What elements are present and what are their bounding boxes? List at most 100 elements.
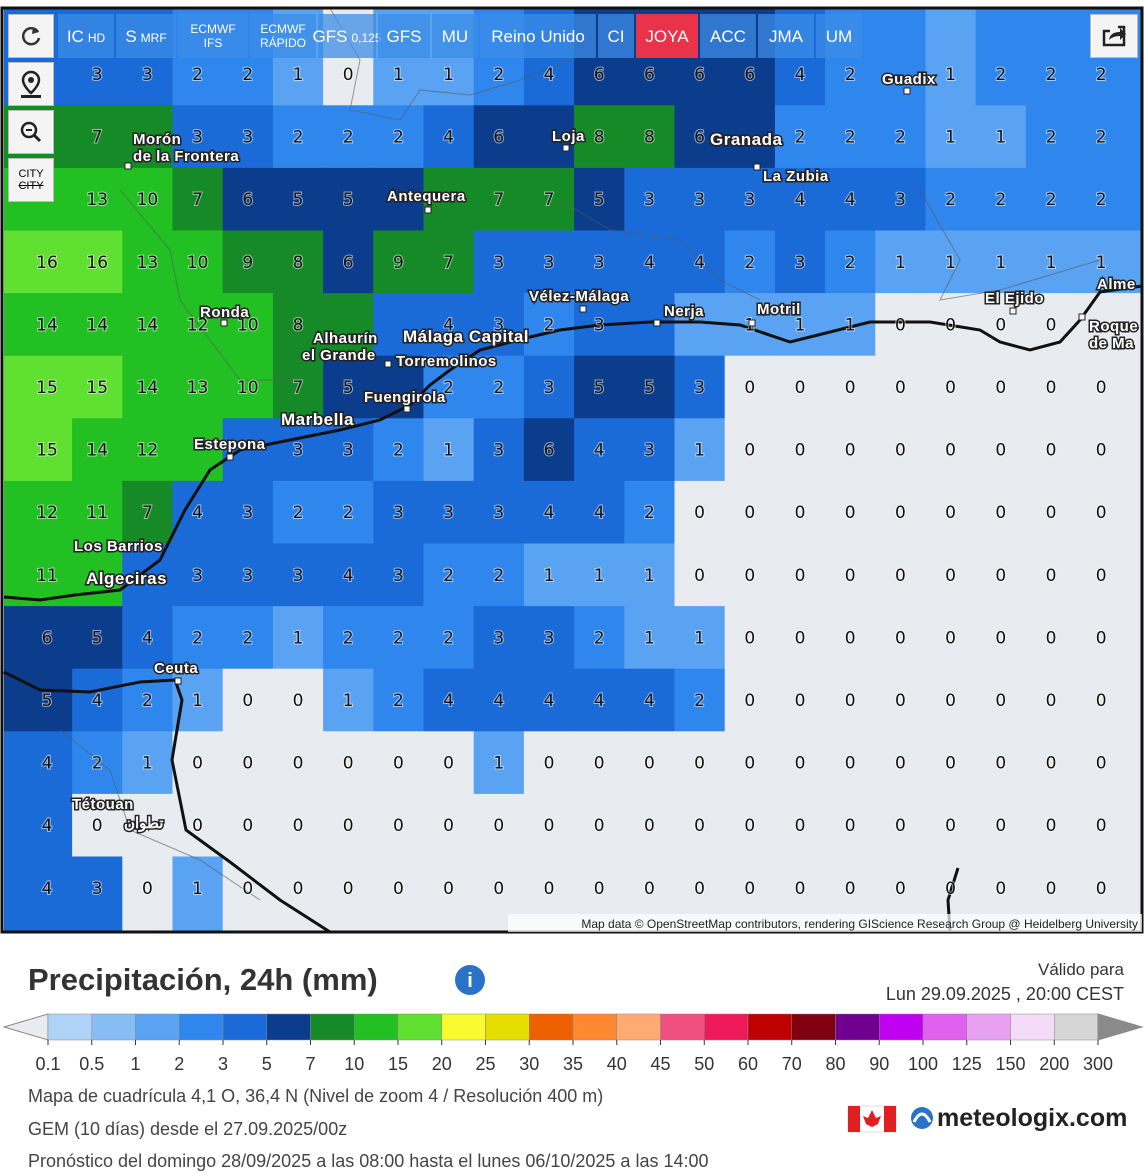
map-cell <box>875 480 926 544</box>
model-button[interactable]: MU <box>432 14 478 58</box>
grid-value: 11 <box>86 503 108 523</box>
map-cell <box>724 355 776 419</box>
grid-value: 12 <box>187 315 209 335</box>
map-cell <box>423 668 475 732</box>
border-line <box>919 189 1101 301</box>
map-cell <box>72 856 123 933</box>
share-button[interactable] <box>1090 14 1138 58</box>
map-cell <box>574 355 625 419</box>
map-cell <box>72 355 123 419</box>
grid-value: 2 <box>1096 65 1107 85</box>
map-cell <box>925 105 977 169</box>
logo-icon <box>911 1107 933 1129</box>
model-button[interactable]: Reino Unido <box>480 14 596 58</box>
info-icon[interactable] <box>455 965 485 995</box>
grid-value: 4 <box>42 816 53 836</box>
grid-value: 8 <box>594 128 605 148</box>
map-cell <box>523 731 575 795</box>
place-marker <box>562 144 570 152</box>
map-cell <box>825 105 876 169</box>
map-cell <box>875 668 926 732</box>
colorbar-tick-label: 40 <box>607 1054 627 1074</box>
map-cell <box>72 105 123 169</box>
map-cell <box>825 668 876 732</box>
map-cell <box>222 856 274 933</box>
map-cell <box>122 355 173 419</box>
grid-value: 0 <box>644 879 655 899</box>
grid-value: 0 <box>694 879 705 899</box>
place-label: de Ma <box>1089 335 1134 352</box>
location-button[interactable] <box>8 62 54 106</box>
map-cell <box>323 668 374 732</box>
grid-value: 1 <box>945 253 956 273</box>
grid-value: 0 <box>945 441 956 461</box>
model-button[interactable]: S MRF <box>116 14 176 58</box>
grid-value: 1 <box>594 566 605 586</box>
info-icon-glyph[interactable]: i <box>467 970 473 992</box>
grid-value: 3 <box>795 253 806 273</box>
map-cell <box>373 793 424 857</box>
colorbar-over <box>1097 1013 1144 1041</box>
model-button[interactable]: JOYA <box>636 14 698 58</box>
grid-value: 0 <box>242 754 253 774</box>
map-cell <box>1025 355 1077 419</box>
model-button[interactable]: GFS <box>378 14 430 58</box>
grid-value: 2 <box>393 441 404 461</box>
map-cell <box>624 606 675 670</box>
grid-value: 1 <box>443 441 454 461</box>
model-button[interactable]: UM <box>816 14 862 58</box>
place-label: Morón <box>133 131 181 148</box>
grid-value: 6 <box>544 441 555 461</box>
map-cell <box>373 731 424 795</box>
map-cell <box>523 480 575 544</box>
city-button[interactable]: CITY CITY <box>8 158 54 202</box>
colorbar-tick-label: 70 <box>782 1054 802 1074</box>
model-button[interactable]: ACC <box>700 14 756 58</box>
map-cell <box>272 856 324 933</box>
map-cell <box>674 793 726 857</box>
grid-value: 3 <box>393 566 404 586</box>
grid-value: 0 <box>895 315 906 335</box>
grid-value: 3 <box>142 65 153 85</box>
map-cell <box>975 480 1027 544</box>
model-button[interactable]: ECMWF IFS <box>178 14 248 58</box>
map-cell <box>774 668 826 732</box>
colorbar-segment <box>1010 1013 1055 1041</box>
map-cell <box>1025 793 1077 857</box>
grid-value: 0 <box>694 503 705 523</box>
map-cell <box>674 543 726 607</box>
map-cell <box>674 105 726 169</box>
model-button[interactable]: GFS 0,125 <box>313 14 382 58</box>
grid-value: 5 <box>594 378 605 398</box>
zoom-button[interactable] <box>8 110 54 154</box>
model-button[interactable]: CI <box>598 14 634 58</box>
map-cell <box>323 167 374 231</box>
map-cell <box>825 418 876 482</box>
grid-value: 7 <box>544 190 555 210</box>
grid-value: 0 <box>895 566 906 586</box>
grid-value: 1 <box>1096 253 1107 273</box>
grid-value: 3 <box>493 503 504 523</box>
grid-value: 2 <box>92 754 103 774</box>
map-cell <box>1076 731 1143 795</box>
grid-value: 9 <box>393 253 404 273</box>
model-button[interactable]: JMA <box>758 14 814 58</box>
grid-value: 3 <box>293 441 304 461</box>
map-cell <box>875 230 926 294</box>
map-cell <box>423 793 475 857</box>
model-button[interactable]: IC HD <box>58 14 114 58</box>
map-cell <box>875 293 926 357</box>
colorbar-tick-label: 7 <box>305 1054 315 1074</box>
map-cell <box>674 355 726 419</box>
reload-button[interactable] <box>8 14 54 58</box>
map-cell <box>875 543 926 607</box>
grid-value: 2 <box>945 190 956 210</box>
map-cell <box>272 418 324 482</box>
grid-value: 2 <box>343 128 354 148</box>
grid-value: 0 <box>995 628 1006 648</box>
model-button[interactable]: ECMWF RÁPIDO <box>250 14 316 58</box>
map-cell <box>423 480 475 544</box>
grid-value: 1 <box>142 754 153 774</box>
map-cell <box>423 543 475 607</box>
